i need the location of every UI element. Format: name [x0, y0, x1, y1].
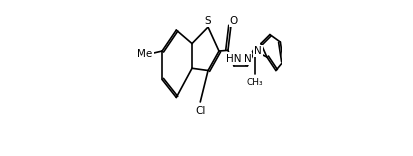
Text: N: N — [254, 46, 261, 56]
Text: N: N — [243, 54, 251, 63]
Text: O: O — [229, 16, 237, 26]
Text: Cl: Cl — [195, 106, 205, 116]
Text: CH₃: CH₃ — [246, 78, 263, 87]
Text: Me: Me — [137, 49, 152, 59]
Text: HN: HN — [225, 54, 241, 63]
Text: S: S — [204, 16, 211, 26]
